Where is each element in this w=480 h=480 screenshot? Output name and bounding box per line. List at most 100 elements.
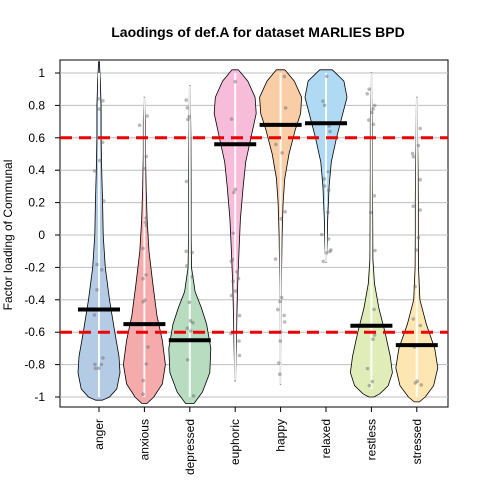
data-point bbox=[282, 313, 287, 318]
data-point bbox=[141, 276, 145, 281]
data-point bbox=[326, 188, 331, 192]
data-point bbox=[410, 151, 415, 156]
data-point bbox=[146, 345, 150, 349]
data-point bbox=[93, 366, 98, 371]
data-point bbox=[328, 249, 332, 254]
data-point bbox=[418, 208, 423, 212]
data-point bbox=[322, 177, 327, 181]
data-point bbox=[230, 257, 235, 262]
data-point bbox=[278, 299, 282, 304]
data-point bbox=[372, 194, 377, 198]
data-point bbox=[95, 288, 99, 292]
data-point bbox=[229, 117, 234, 121]
data-point bbox=[319, 232, 324, 237]
data-point bbox=[95, 262, 99, 267]
data-point bbox=[145, 114, 149, 118]
data-point bbox=[322, 103, 327, 108]
data-point bbox=[321, 99, 325, 103]
data-point bbox=[101, 356, 105, 360]
data-point bbox=[101, 199, 106, 203]
data-point bbox=[413, 284, 417, 289]
data-point bbox=[236, 276, 241, 281]
data-point bbox=[99, 362, 104, 367]
data-point bbox=[184, 179, 189, 184]
data-point bbox=[371, 122, 376, 127]
data-point bbox=[190, 250, 194, 255]
data-point bbox=[185, 264, 189, 268]
data-point bbox=[323, 184, 327, 188]
y-tick-label: 0.4 bbox=[28, 163, 45, 177]
data-point bbox=[370, 379, 375, 384]
data-point bbox=[97, 366, 101, 371]
data-point bbox=[418, 323, 423, 328]
data-point bbox=[233, 187, 238, 192]
data-point bbox=[100, 140, 105, 145]
y-tick-label: 0.2 bbox=[28, 196, 45, 210]
x-tick-label-relaxed: relaxed bbox=[319, 419, 333, 458]
data-point bbox=[416, 235, 421, 240]
data-point bbox=[365, 366, 370, 371]
y-tick-label: 0.6 bbox=[28, 131, 45, 145]
data-point bbox=[185, 326, 190, 331]
data-point bbox=[372, 103, 377, 108]
data-point bbox=[184, 249, 188, 254]
data-point bbox=[141, 300, 145, 304]
data-point bbox=[233, 289, 238, 293]
data-point bbox=[418, 177, 423, 182]
data-point bbox=[370, 110, 374, 115]
y-axis-label: Factor loading of Communal bbox=[1, 160, 15, 311]
data-point bbox=[321, 259, 326, 264]
data-point bbox=[143, 220, 148, 224]
chart-title: Laodings of def.A for dataset MARLIES BP… bbox=[111, 24, 405, 40]
x-tick-label-restless: restless bbox=[364, 419, 378, 460]
data-point bbox=[282, 74, 287, 79]
data-point bbox=[237, 353, 242, 358]
data-point bbox=[101, 99, 105, 103]
data-point bbox=[367, 118, 371, 122]
y-tick-label: -1 bbox=[34, 390, 45, 404]
data-point bbox=[237, 313, 242, 318]
data-point bbox=[326, 169, 331, 174]
data-point bbox=[283, 106, 288, 110]
y-tick-label: -0.6 bbox=[24, 325, 45, 339]
data-point bbox=[273, 257, 278, 261]
data-point bbox=[191, 394, 196, 398]
data-point bbox=[142, 167, 146, 171]
y-tick-label: 0 bbox=[38, 228, 45, 242]
data-point bbox=[93, 362, 97, 367]
data-point bbox=[144, 154, 149, 159]
x-tick-label-depressed: depressed bbox=[183, 419, 197, 475]
data-point bbox=[411, 317, 416, 321]
data-point bbox=[411, 154, 416, 159]
data-point bbox=[144, 273, 148, 277]
data-point bbox=[372, 307, 376, 312]
x-tick-label-euphoric: euphoric bbox=[228, 419, 242, 465]
data-point bbox=[280, 151, 284, 155]
y-axis-ticks: 1 0.8 0.6 0.4 0.2 0 -0.2 -0.4 -0.6 -0.8 -1 bbox=[24, 66, 60, 404]
data-point bbox=[143, 298, 147, 302]
data-point bbox=[184, 98, 188, 102]
data-point bbox=[185, 358, 190, 362]
data-point bbox=[92, 169, 97, 173]
data-point bbox=[329, 248, 333, 252]
data-point bbox=[278, 339, 283, 343]
data-point bbox=[144, 216, 148, 220]
data-point bbox=[144, 223, 148, 228]
reference-lines bbox=[60, 136, 448, 334]
data-point bbox=[415, 379, 420, 384]
data-point bbox=[282, 320, 287, 324]
data-point bbox=[365, 92, 370, 96]
data-point bbox=[237, 339, 241, 343]
data-point bbox=[189, 329, 193, 333]
data-point bbox=[279, 217, 284, 221]
data-point bbox=[274, 142, 278, 147]
data-point bbox=[231, 231, 235, 236]
data-point bbox=[326, 237, 331, 241]
data-point bbox=[186, 117, 190, 122]
violins bbox=[77, 61, 439, 404]
data-point bbox=[92, 313, 97, 317]
data-point bbox=[235, 270, 239, 274]
data-point bbox=[279, 295, 284, 300]
data-point bbox=[371, 337, 375, 342]
